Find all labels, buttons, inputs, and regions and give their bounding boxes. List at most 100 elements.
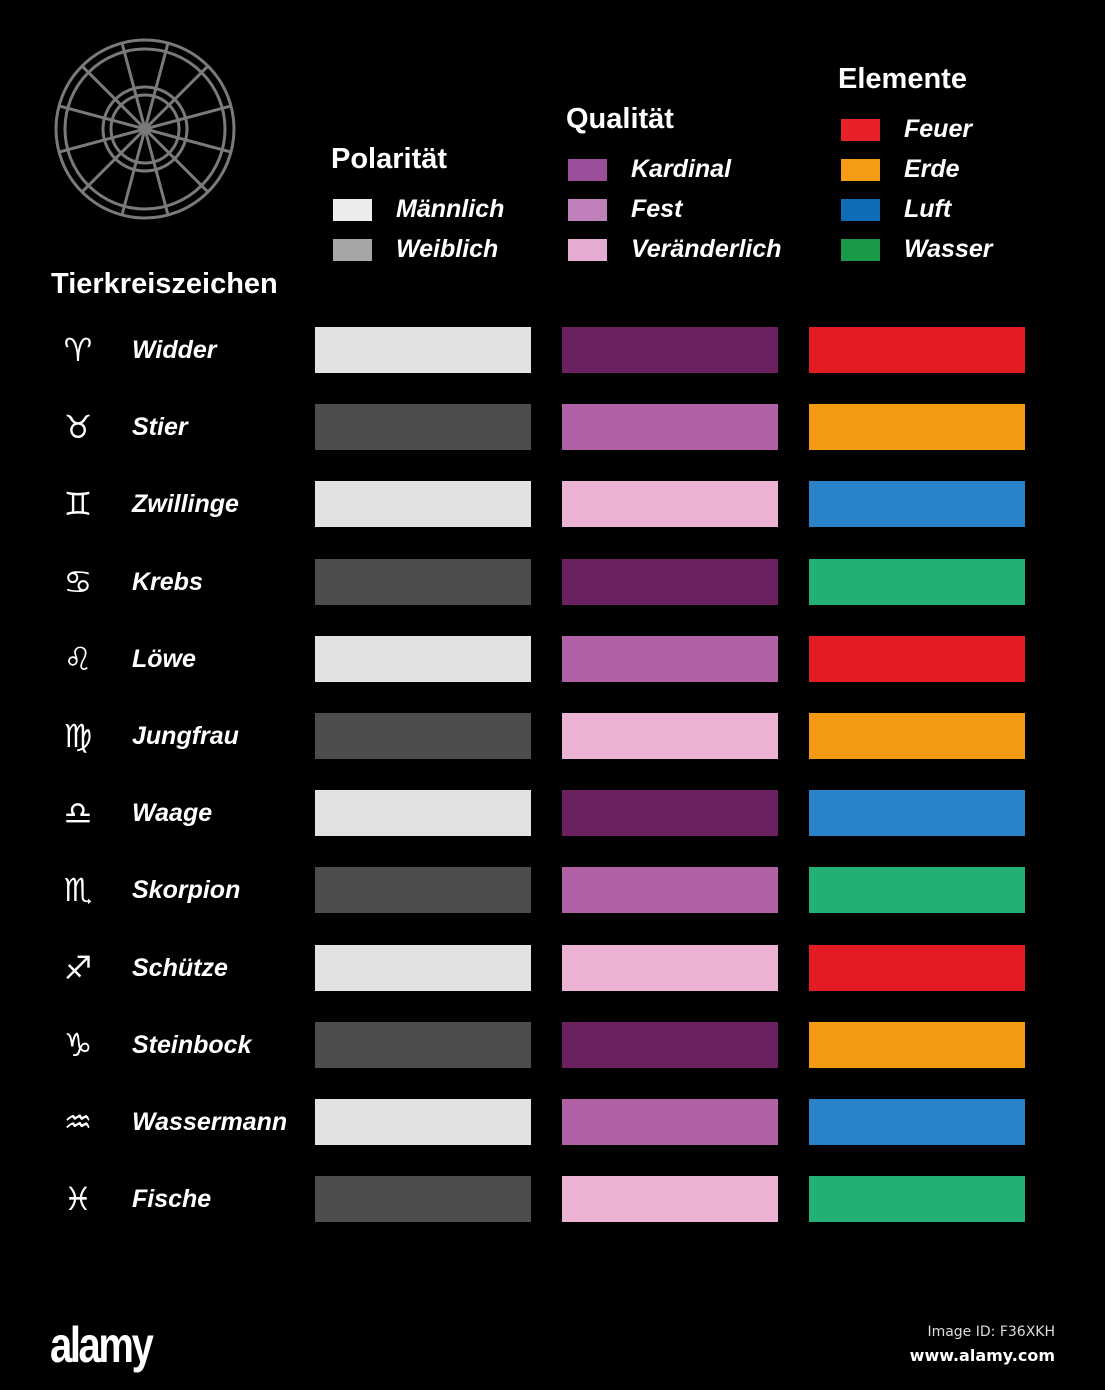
scorpio-icon: ♏︎: [63, 871, 93, 910]
sign-name: Waage: [132, 799, 213, 828]
polarity-bar: [315, 635, 531, 682]
quality-bar: [562, 713, 778, 759]
elements-bar: [809, 327, 1025, 373]
sign-name: Wassermann: [132, 1108, 288, 1136]
elements-heading: Elemente: [838, 63, 967, 95]
sign-name: Jungfrau: [132, 722, 239, 750]
elements-bar: [809, 713, 1025, 759]
zodiac-wheel-icon: [54, 38, 236, 220]
quality-swatch: [568, 199, 607, 221]
sign-name: Schütze: [132, 953, 228, 982]
polarity-bar: [315, 327, 531, 373]
sign-name: Widder: [132, 336, 217, 364]
quality-legend-label: Fest: [631, 195, 683, 223]
elements-bar: [809, 1176, 1025, 1223]
elements-legend-label: Erde: [904, 155, 960, 183]
wheel-ring: [109, 93, 181, 165]
signs-heading: Tierkreiszeichen: [51, 268, 278, 300]
taurus-icon: ♉︎: [63, 408, 93, 447]
elements-legend-label: Luft: [904, 195, 952, 223]
wheel-spoke: [81, 127, 147, 193]
polarity-bar: [315, 558, 531, 605]
wheel-spoke: [58, 104, 146, 131]
elements-bar: [809, 790, 1025, 837]
footer-url: www.alamy.com: [909, 1346, 1055, 1365]
elements-bar: [809, 944, 1025, 991]
polarity-legend-label: Männlich: [396, 195, 505, 223]
elements-swatch: [841, 239, 880, 261]
wheel-spoke: [144, 127, 232, 154]
polarity-bar: [315, 1099, 531, 1145]
polarity-swatch: [333, 239, 372, 261]
quality-swatch: [568, 239, 607, 261]
quality-bar: [562, 867, 778, 914]
quality-bar: [562, 1176, 778, 1223]
wheel-spoke: [143, 65, 209, 131]
quality-swatch: [568, 159, 607, 181]
quality-heading: Qualität: [566, 103, 674, 135]
polarity-bar: [315, 481, 531, 528]
elements-bar: [809, 867, 1025, 914]
sign-name: Krebs: [132, 567, 203, 596]
quality-bar: [562, 944, 778, 991]
quality-bar: [562, 327, 778, 373]
elements-bar: [809, 481, 1025, 528]
virgo-icon: ♍︎: [63, 717, 93, 755]
polarity-bar: [315, 790, 531, 837]
quality-bar: [562, 1021, 778, 1068]
sign-name: Löwe: [132, 644, 196, 673]
sign-name: Fische: [132, 1185, 212, 1214]
sagittarius-icon: ♐︎: [63, 948, 93, 987]
aries-icon: ♈︎: [63, 331, 93, 369]
sign-name: Stier: [132, 413, 188, 442]
wheel-spoke: [58, 127, 146, 154]
elements-swatch: [841, 119, 880, 141]
polarity-swatch: [333, 199, 372, 221]
wheel-spoke: [144, 104, 232, 131]
gemini-icon: ♊︎: [63, 485, 93, 524]
quality-legend-label: Kardinal: [631, 155, 732, 183]
quality-legend-label: Veränderlich: [631, 235, 782, 263]
wheel-ring: [101, 85, 189, 173]
elements-legend-label: Wasser: [904, 235, 993, 263]
polarity-bar: [315, 713, 531, 759]
wheel-spoke: [143, 42, 170, 130]
elements-bar: [809, 404, 1025, 451]
sign-name: Skorpion: [132, 876, 241, 905]
sign-name: Steinbock: [132, 1030, 252, 1059]
sign-name: Zwillinge: [132, 490, 239, 519]
pisces-icon: ♓︎: [63, 1180, 93, 1219]
polarity-bar: [315, 404, 531, 451]
aquarius-icon: ♒︎: [63, 1103, 93, 1141]
alamy-logo: alamy: [50, 1317, 154, 1373]
wheel-spoke: [143, 127, 209, 193]
wheel-spoke: [81, 65, 147, 131]
elements-legend-label: Feuer: [904, 115, 973, 143]
libra-icon: ♎︎: [63, 794, 93, 833]
polarity-bar: [315, 867, 531, 914]
wheel-spoke: [143, 128, 170, 216]
elements-bar: [809, 1021, 1025, 1068]
polarity-heading: Polarität: [331, 143, 448, 175]
elements-swatch: [841, 199, 880, 221]
image-id: Image ID: F36XKH: [927, 1324, 1055, 1340]
wheel-ring: [63, 47, 227, 211]
elements-bar: [809, 558, 1025, 605]
wheel-spoke: [120, 128, 147, 216]
elements-swatch: [841, 159, 880, 181]
quality-bar: [562, 1099, 778, 1145]
quality-bar: [562, 481, 778, 528]
cancer-icon: ♋︎: [63, 562, 93, 601]
wheel-spoke: [120, 42, 147, 130]
wheel-ring: [54, 38, 236, 220]
polarity-bar: [315, 1021, 531, 1068]
polarity-bar: [315, 944, 531, 991]
leo-icon: ♌︎: [63, 639, 93, 678]
quality-bar: [562, 635, 778, 682]
quality-bar: [562, 790, 778, 837]
quality-bar: [562, 558, 778, 605]
elements-bar: [809, 1099, 1025, 1145]
polarity-legend-label: Weiblich: [396, 235, 499, 263]
elements-bar: [809, 635, 1025, 682]
polarity-bar: [315, 1176, 531, 1223]
